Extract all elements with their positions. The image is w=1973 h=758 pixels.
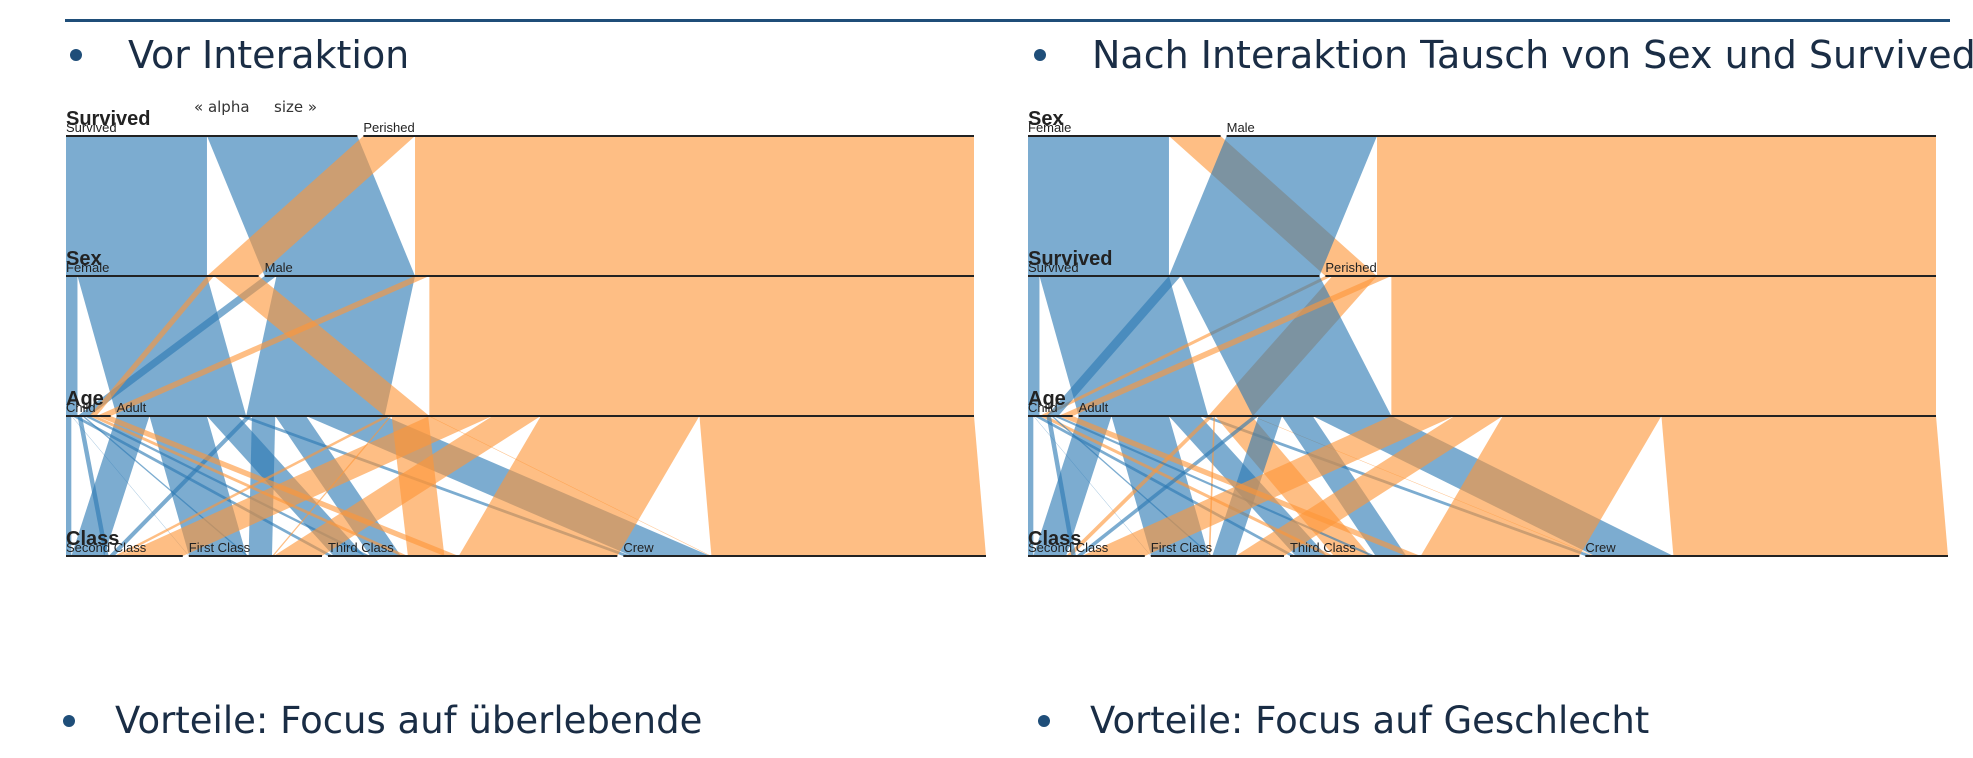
- ribbon-female-survived[interactable]: [1028, 136, 1169, 276]
- size-control[interactable]: size »: [274, 98, 318, 116]
- ribbon-female-perished-adult-second-class[interactable]: [1066, 416, 1214, 556]
- category-label-adult[interactable]: Adult: [1079, 400, 1109, 415]
- ribbon-survived-female-child-first-class[interactable]: [71, 416, 190, 556]
- ribbon-male-perished-adult-third-class[interactable]: [1420, 416, 1662, 556]
- ribbon-perished-male-adult-second-class[interactable]: [119, 416, 493, 556]
- ribbon-survived-male-child[interactable]: [77, 276, 277, 416]
- ribbon-perished-male[interactable]: [415, 136, 974, 276]
- bullet-dot: [70, 49, 82, 61]
- ribbon-survived-male-adult-second-class[interactable]: [108, 416, 252, 556]
- category-label-third-class[interactable]: Third Class: [328, 540, 394, 555]
- ribbon-perished-female-adult[interactable]: [213, 276, 430, 416]
- left-heading: Vor Interaktion: [70, 33, 409, 77]
- bullet-dot: [1034, 49, 1046, 61]
- ribbon-perished-female-child-third-class[interactable]: [89, 416, 408, 556]
- ribbon-male-perished-adult-second-class[interactable]: [1081, 416, 1455, 556]
- ribbon-perished-female-child[interactable]: [89, 276, 214, 416]
- category-label-third-class[interactable]: Third Class: [1290, 540, 1356, 555]
- ribbon-female-survived-child-second-class[interactable]: [1028, 416, 1034, 556]
- ribbon-male-survived[interactable]: [1168, 136, 1378, 276]
- ribbons: [1028, 136, 1948, 556]
- ribbon-survived-female-adult-second-class[interactable]: [71, 416, 150, 556]
- ribbon-perished-male-child[interactable]: [96, 276, 430, 416]
- left-footer: Vorteile: Focus auf überlebende: [63, 699, 702, 742]
- ribbon-survived-female-child[interactable]: [66, 276, 78, 416]
- category-label-child[interactable]: Child: [1028, 400, 1058, 415]
- ribbon-male-survived-child[interactable]: [1046, 276, 1181, 416]
- category-label-perished[interactable]: Perished: [1325, 260, 1376, 275]
- ribbon-survived-female[interactable]: [66, 136, 207, 276]
- category-label-adult[interactable]: Adult: [117, 400, 147, 415]
- dimension-title-class[interactable]: Class: [1028, 528, 1081, 550]
- dimension-title-sex[interactable]: Sex: [1028, 108, 1064, 130]
- ribbons: [66, 136, 986, 556]
- category-label-first-class[interactable]: First Class: [189, 540, 251, 555]
- bullet-dot: [1038, 714, 1050, 727]
- category-label-child[interactable]: Child: [66, 400, 96, 415]
- ribbon-male-survived-child-second-class[interactable]: [1046, 416, 1076, 556]
- ribbon-male-perished[interactable]: [1377, 136, 1936, 276]
- ribbon-male-perished-adult[interactable]: [1391, 276, 1936, 416]
- ribbon-perished-male-adult-third-class[interactable]: [458, 416, 700, 556]
- category-label-crew[interactable]: Crew: [1585, 540, 1616, 555]
- category-label-second-class[interactable]: Second Class: [66, 540, 147, 555]
- category-label-female[interactable]: Female: [66, 260, 109, 275]
- dimension-title-class[interactable]: Class: [66, 528, 119, 550]
- ribbon-survived-male-child-third-class[interactable]: [84, 416, 371, 556]
- category-label-survived[interactable]: Survived: [1028, 260, 1079, 275]
- category-label-second-class[interactable]: Second Class: [1028, 540, 1109, 555]
- right-heading: Nach Interaktion Tausch von Sex und Surv…: [1034, 33, 1973, 77]
- ribbon-male-survived-adult[interactable]: [1180, 276, 1392, 416]
- ribbon-male-perished-adult-crew[interactable]: [1661, 416, 1948, 556]
- dimension-title-survived[interactable]: Survived: [66, 108, 150, 130]
- ribbon-perished-female[interactable]: [206, 136, 416, 276]
- ribbon-perished-female-adult-second-class[interactable]: [114, 416, 391, 556]
- ribbon-perished-male-adult[interactable]: [429, 276, 975, 416]
- bullet-dot: [63, 714, 75, 727]
- category-label-female[interactable]: Female: [1028, 120, 1071, 135]
- category-label-male[interactable]: Male: [1227, 120, 1255, 135]
- ribbon-female-survived-child[interactable]: [1028, 276, 1040, 416]
- category-label-crew[interactable]: Crew: [623, 540, 654, 555]
- category-label-survived[interactable]: Survived: [66, 120, 117, 135]
- ribbon-male-survived-adult-second-class[interactable]: [1075, 416, 1259, 556]
- category-label-first-class[interactable]: First Class: [1151, 540, 1213, 555]
- ribbon-perished-male-adult-crew[interactable]: [699, 416, 986, 556]
- ribbon-male-perished-child[interactable]: [1058, 276, 1392, 416]
- parallel-sets-before[interactable]: Survived Survived Perished Sex Female Male Age…: [66, 90, 996, 675]
- ribbon-perished-male-adult-first-class[interactable]: [273, 416, 541, 556]
- parallel-sets-after[interactable]: Sex Female Male Survived Survived Perished Age…: [1028, 90, 1958, 675]
- ribbon-female-perished-child-third-class[interactable]: [1039, 416, 1334, 556]
- dimension-title-age[interactable]: Age: [1028, 388, 1066, 410]
- alpha-control[interactable]: « alpha: [194, 98, 250, 116]
- top-rule: [65, 19, 1950, 22]
- ribbon-survived-male-child-second-class[interactable]: [77, 416, 109, 556]
- dimension-title-age[interactable]: Age: [66, 388, 104, 410]
- right-footer: Vorteile: Focus auf Geschlecht: [1038, 699, 1649, 742]
- ribbon-male-perished-adult-first-class[interactable]: [1235, 416, 1503, 556]
- dimension-title-sex[interactable]: Sex: [66, 248, 102, 270]
- ribbon-male-survived-adult-third-class[interactable]: [1281, 416, 1407, 556]
- category-label-perished[interactable]: Perished: [363, 120, 414, 135]
- category-label-male[interactable]: Male: [265, 260, 293, 275]
- ribbon-survived-female-child-second-class[interactable]: [66, 416, 72, 556]
- dimension-title-survived[interactable]: Survived: [1028, 248, 1112, 270]
